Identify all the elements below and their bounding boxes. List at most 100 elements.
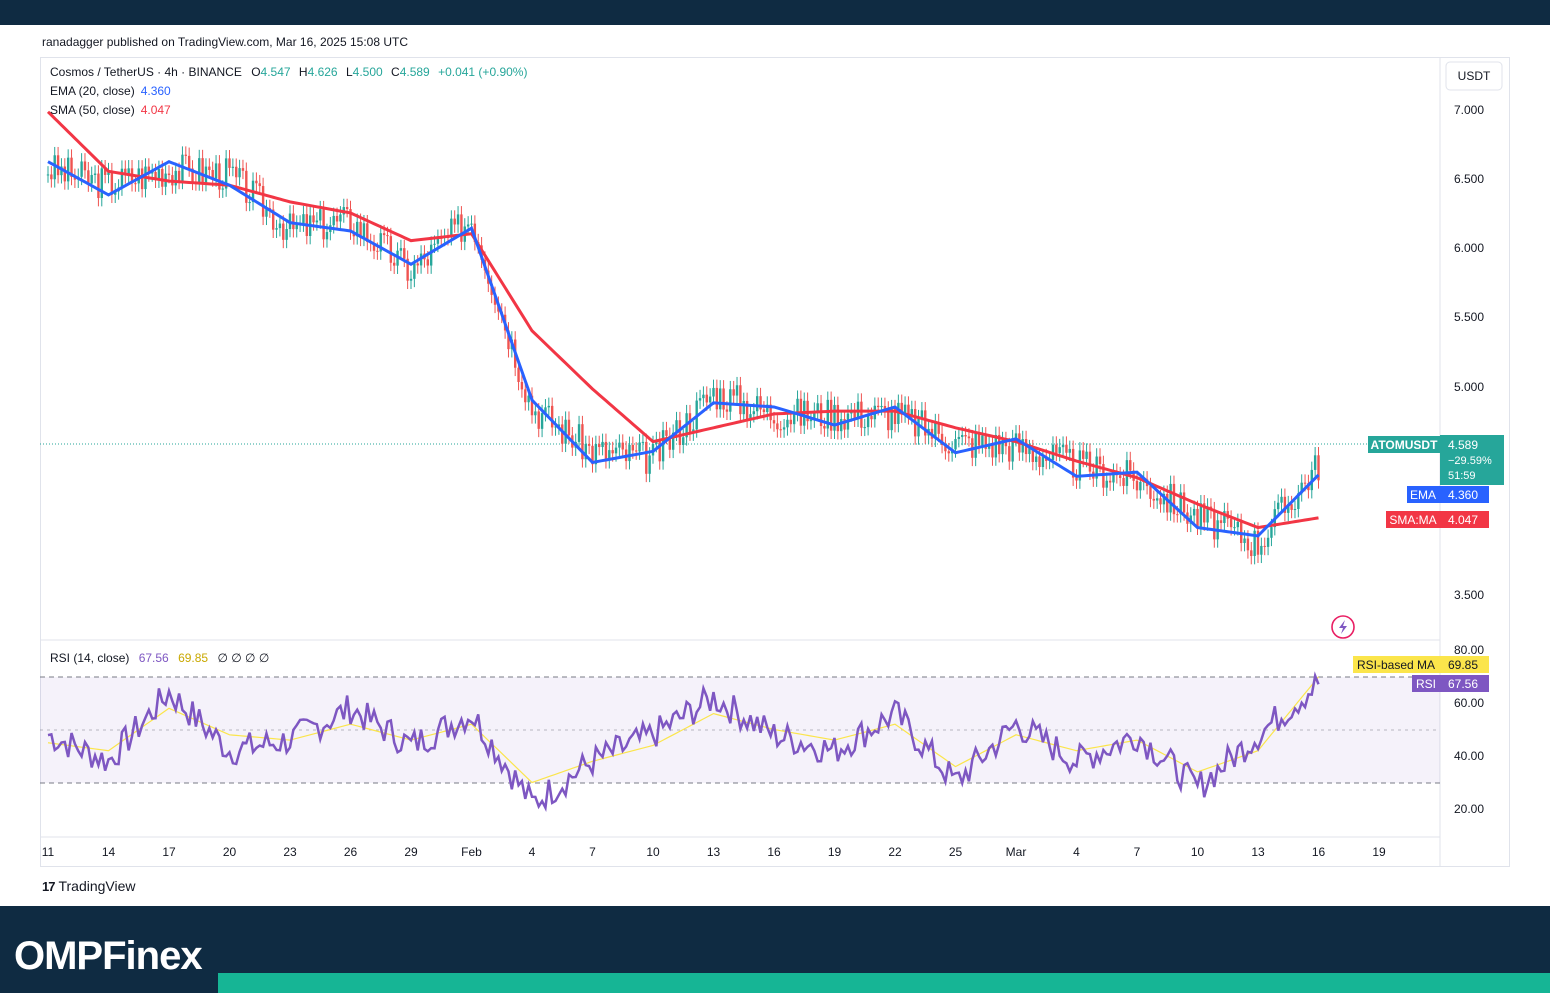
- candle-body: [920, 410, 924, 419]
- candle-body: [1236, 521, 1240, 528]
- candle-body: [843, 419, 846, 430]
- candle-body: [618, 442, 621, 448]
- time-axis: 11 14 17 20 23 26 29 Feb 4 7 10 13 16 19 22 25 Mar 4 7 10 13…: [42, 845, 1386, 859]
- candle-body: [349, 209, 352, 232]
- time-tick: 7: [1134, 845, 1141, 859]
- candle-body: [1098, 456, 1102, 465]
- candle-body: [1270, 527, 1273, 538]
- candle-body: [409, 278, 413, 281]
- candle-body: [261, 186, 265, 217]
- candle-body: [248, 202, 251, 204]
- price-tick: 6.000: [1454, 241, 1484, 255]
- candle-body: [1182, 492, 1186, 513]
- candle-body: [742, 400, 745, 415]
- candle-body: [1085, 451, 1088, 459]
- candle-body: [981, 435, 984, 446]
- candle-body: [208, 166, 211, 170]
- candle-body: [319, 209, 322, 221]
- candle-body: [433, 243, 436, 245]
- candle-body: [554, 426, 557, 428]
- candle-body: [493, 294, 497, 305]
- symbol-tag: [1368, 436, 1440, 453]
- candle-body: [507, 330, 510, 350]
- candle-body: [473, 223, 477, 243]
- candle-body: [1280, 496, 1283, 503]
- candle-body: [1176, 514, 1179, 516]
- rsi-ma-value-tag: [1440, 656, 1489, 673]
- candle-body: [944, 445, 947, 452]
- candle-body: [702, 394, 705, 399]
- candle-body: [628, 444, 631, 462]
- candle-body: [1287, 504, 1290, 513]
- candle-body: [386, 235, 389, 237]
- time-tick: 20: [223, 845, 237, 859]
- candle-body: [1001, 440, 1004, 455]
- candle-body: [796, 398, 799, 414]
- candle-body: [198, 158, 201, 183]
- time-tick: 13: [707, 845, 721, 859]
- candle-body: [1108, 480, 1112, 483]
- time-tick: 7: [589, 845, 596, 859]
- candle-body: [1246, 538, 1250, 551]
- candle-body: [735, 385, 739, 396]
- candle-body: [813, 410, 816, 420]
- candle-body: [712, 387, 715, 397]
- candle-body: [772, 420, 776, 424]
- candle-body: [335, 215, 339, 222]
- candle-body: [776, 423, 779, 430]
- candle-body: [561, 424, 564, 444]
- tradingview-logo[interactable]: 17 TradingView: [42, 878, 136, 894]
- candle-body: [594, 444, 598, 465]
- candle-body: [887, 409, 890, 431]
- rsi-legend: RSI (14, close) 67.56 69.85 ∅ ∅ ∅ ∅: [50, 651, 269, 665]
- candle-body: [759, 396, 762, 410]
- rsi-value-tag: [1440, 675, 1489, 692]
- price-tick: 5.500: [1454, 310, 1484, 324]
- candle-body: [103, 168, 107, 175]
- candle-body: [312, 215, 315, 223]
- candle-body: [228, 158, 231, 168]
- candle-body: [537, 411, 540, 429]
- last-price: 4.589: [1448, 438, 1478, 452]
- candle-body: [1233, 527, 1236, 529]
- candle-body: [1088, 451, 1092, 472]
- candle-body: [1263, 545, 1266, 547]
- currency-button[interactable]: [1445, 61, 1503, 91]
- candle-body: [1199, 503, 1203, 527]
- candle-body: [1139, 481, 1142, 491]
- rsi-ma-tag-value: 69.85: [1448, 658, 1478, 672]
- candle-body: [678, 420, 682, 445]
- candle-body: [534, 411, 537, 416]
- candle-body: [1300, 482, 1303, 494]
- candle-body: [614, 447, 618, 454]
- candle-body: [1065, 444, 1068, 453]
- candle-body: [1152, 498, 1156, 501]
- candle-body: [124, 168, 127, 176]
- candle-body: [292, 213, 295, 230]
- candle-body: [50, 174, 53, 180]
- candle-body: [120, 168, 124, 188]
- price-chart[interactable]: Cosmos / TetherUS · 4h · BINANCE O4.547 …: [40, 57, 1510, 867]
- candle-body: [416, 263, 419, 266]
- candle-body: [792, 413, 796, 425]
- time-tick: 19: [828, 845, 842, 859]
- candle-body: [1297, 493, 1300, 510]
- candle-body: [974, 432, 977, 458]
- candle-body: [1213, 510, 1216, 540]
- candle-body: [426, 259, 430, 266]
- candle-body: [1229, 518, 1233, 528]
- candle-body: [1169, 483, 1172, 513]
- candle-body: [1041, 457, 1045, 468]
- time-tick: 16: [1312, 845, 1326, 859]
- candle-body: [110, 171, 114, 195]
- candle-body: [1256, 530, 1260, 555]
- candle-body: [362, 223, 366, 238]
- candle-body: [379, 233, 382, 252]
- publisher-line: ranadagger published on TradingView.com,…: [42, 35, 409, 49]
- candle-body: [947, 451, 950, 454]
- candle-body: [779, 429, 782, 431]
- time-tick: 4: [1073, 845, 1080, 859]
- lightning-icon[interactable]: [1331, 615, 1355, 639]
- candle-body: [1129, 460, 1132, 471]
- candle-body: [201, 158, 204, 183]
